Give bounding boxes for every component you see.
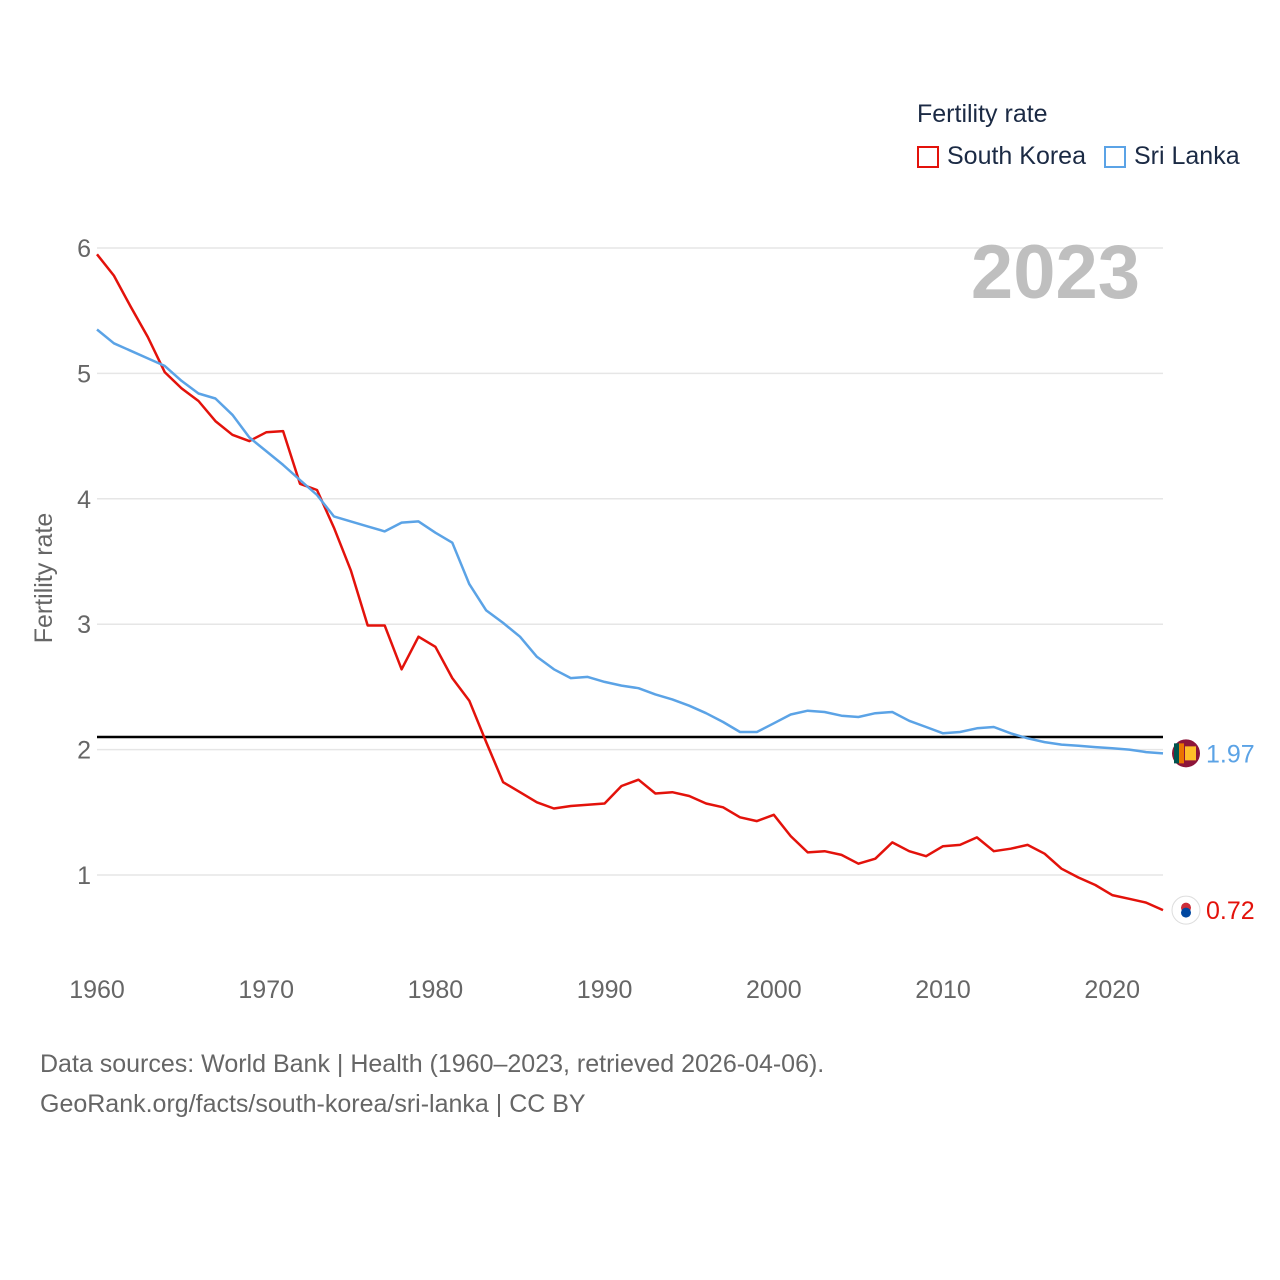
legend-label-south-korea: South Korea: [947, 142, 1086, 170]
gridlines: [97, 247, 1163, 876]
y-tick-label-4: 4: [77, 486, 91, 514]
y-tick-label-1: 1: [77, 862, 91, 890]
end-markers: 1.97 0.72: [1171, 739, 1255, 925]
sri-lanka-end-value: 1.97: [1206, 740, 1255, 768]
x-tick-label-2000: 2000: [746, 976, 802, 1004]
legend-swatch-sri-lanka: [1104, 145, 1126, 168]
legend-item-sri-lanka[interactable]: Sri Lanka: [1104, 142, 1240, 171]
year-label: 2023: [971, 230, 1140, 315]
sources-line-2: GeoRank.org/facts/south-korea/sri-lanka …: [40, 1090, 586, 1118]
y-tick-label-3: 3: [77, 611, 91, 639]
y-tick-label-6: 6: [77, 235, 91, 263]
y-tick-label-5: 5: [77, 360, 91, 388]
x-tick-label-1960: 1960: [69, 976, 125, 1004]
legend: South Korea Sri Lanka: [917, 142, 1258, 171]
legend-item-south-korea[interactable]: South Korea: [917, 142, 1086, 171]
x-tick-label-1980: 1980: [408, 976, 464, 1004]
x-tick-label-2010: 2010: [915, 976, 971, 1004]
series-line-sri-lanka: [96, 328, 1164, 755]
x-axis-ticks: 1960 1970 1980 1990 2000 2010 2020: [69, 976, 1140, 1004]
y-axis-ticks: 1 2 3 4 5 6: [77, 235, 91, 890]
series-lines: [96, 253, 1164, 912]
legend-swatch-south-korea: [917, 145, 939, 168]
x-tick-label-1990: 1990: [577, 976, 633, 1004]
series-line-south-korea: [96, 253, 1164, 912]
data-sources: Data sources: World Bank | Health (1960–…: [40, 1044, 824, 1124]
south-korea-end-value: 0.72: [1206, 897, 1255, 925]
y-tick-label-2: 2: [77, 737, 91, 765]
sources-line-1: Data sources: World Bank | Health (1960–…: [40, 1050, 825, 1078]
x-tick-label-2020: 2020: [1084, 976, 1140, 1004]
x-tick-label-1970: 1970: [238, 976, 294, 1004]
sri-lanka-flag-icon: [1172, 739, 1200, 768]
y-axis-label: Fertility rate: [30, 513, 58, 644]
legend-label-sri-lanka: Sri Lanka: [1134, 142, 1240, 170]
south-korea-flag-icon: [1171, 895, 1201, 925]
legend-title: Fertility rate: [917, 100, 1048, 128]
